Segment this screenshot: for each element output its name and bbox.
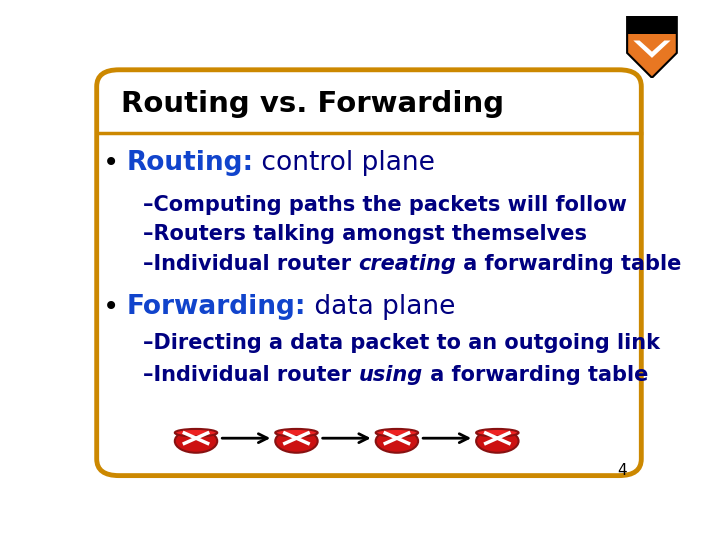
Ellipse shape [476, 429, 518, 436]
Polygon shape [634, 40, 670, 58]
Ellipse shape [376, 429, 418, 453]
Text: –Individual router: –Individual router [143, 254, 359, 274]
Text: creating: creating [359, 254, 456, 274]
Text: a forwarding table: a forwarding table [456, 254, 682, 274]
Ellipse shape [175, 429, 217, 453]
Text: control plane: control plane [253, 150, 436, 176]
Text: –Routers talking amongst themselves: –Routers talking amongst themselves [143, 225, 587, 245]
Ellipse shape [275, 429, 318, 453]
Ellipse shape [175, 429, 217, 436]
Text: –Directing a data packet to an outgoing link: –Directing a data packet to an outgoing … [143, 333, 660, 353]
Text: –Individual router: –Individual router [143, 364, 359, 384]
Ellipse shape [376, 429, 418, 436]
Text: –Computing paths the packets will follow: –Computing paths the packets will follow [143, 194, 627, 214]
Text: Routing vs. Forwarding: Routing vs. Forwarding [121, 90, 504, 118]
Polygon shape [627, 16, 677, 78]
Text: Forwarding:: Forwarding: [126, 294, 306, 320]
FancyBboxPatch shape [96, 70, 642, 476]
Polygon shape [627, 16, 677, 34]
Text: 4: 4 [617, 463, 627, 478]
Text: a forwarding table: a forwarding table [423, 364, 648, 384]
Text: using: using [359, 364, 423, 384]
Ellipse shape [476, 429, 518, 453]
Ellipse shape [275, 429, 318, 436]
Text: •: • [103, 293, 120, 321]
Text: Routing:: Routing: [126, 150, 253, 176]
Text: data plane: data plane [306, 294, 455, 320]
Text: •: • [103, 148, 120, 177]
